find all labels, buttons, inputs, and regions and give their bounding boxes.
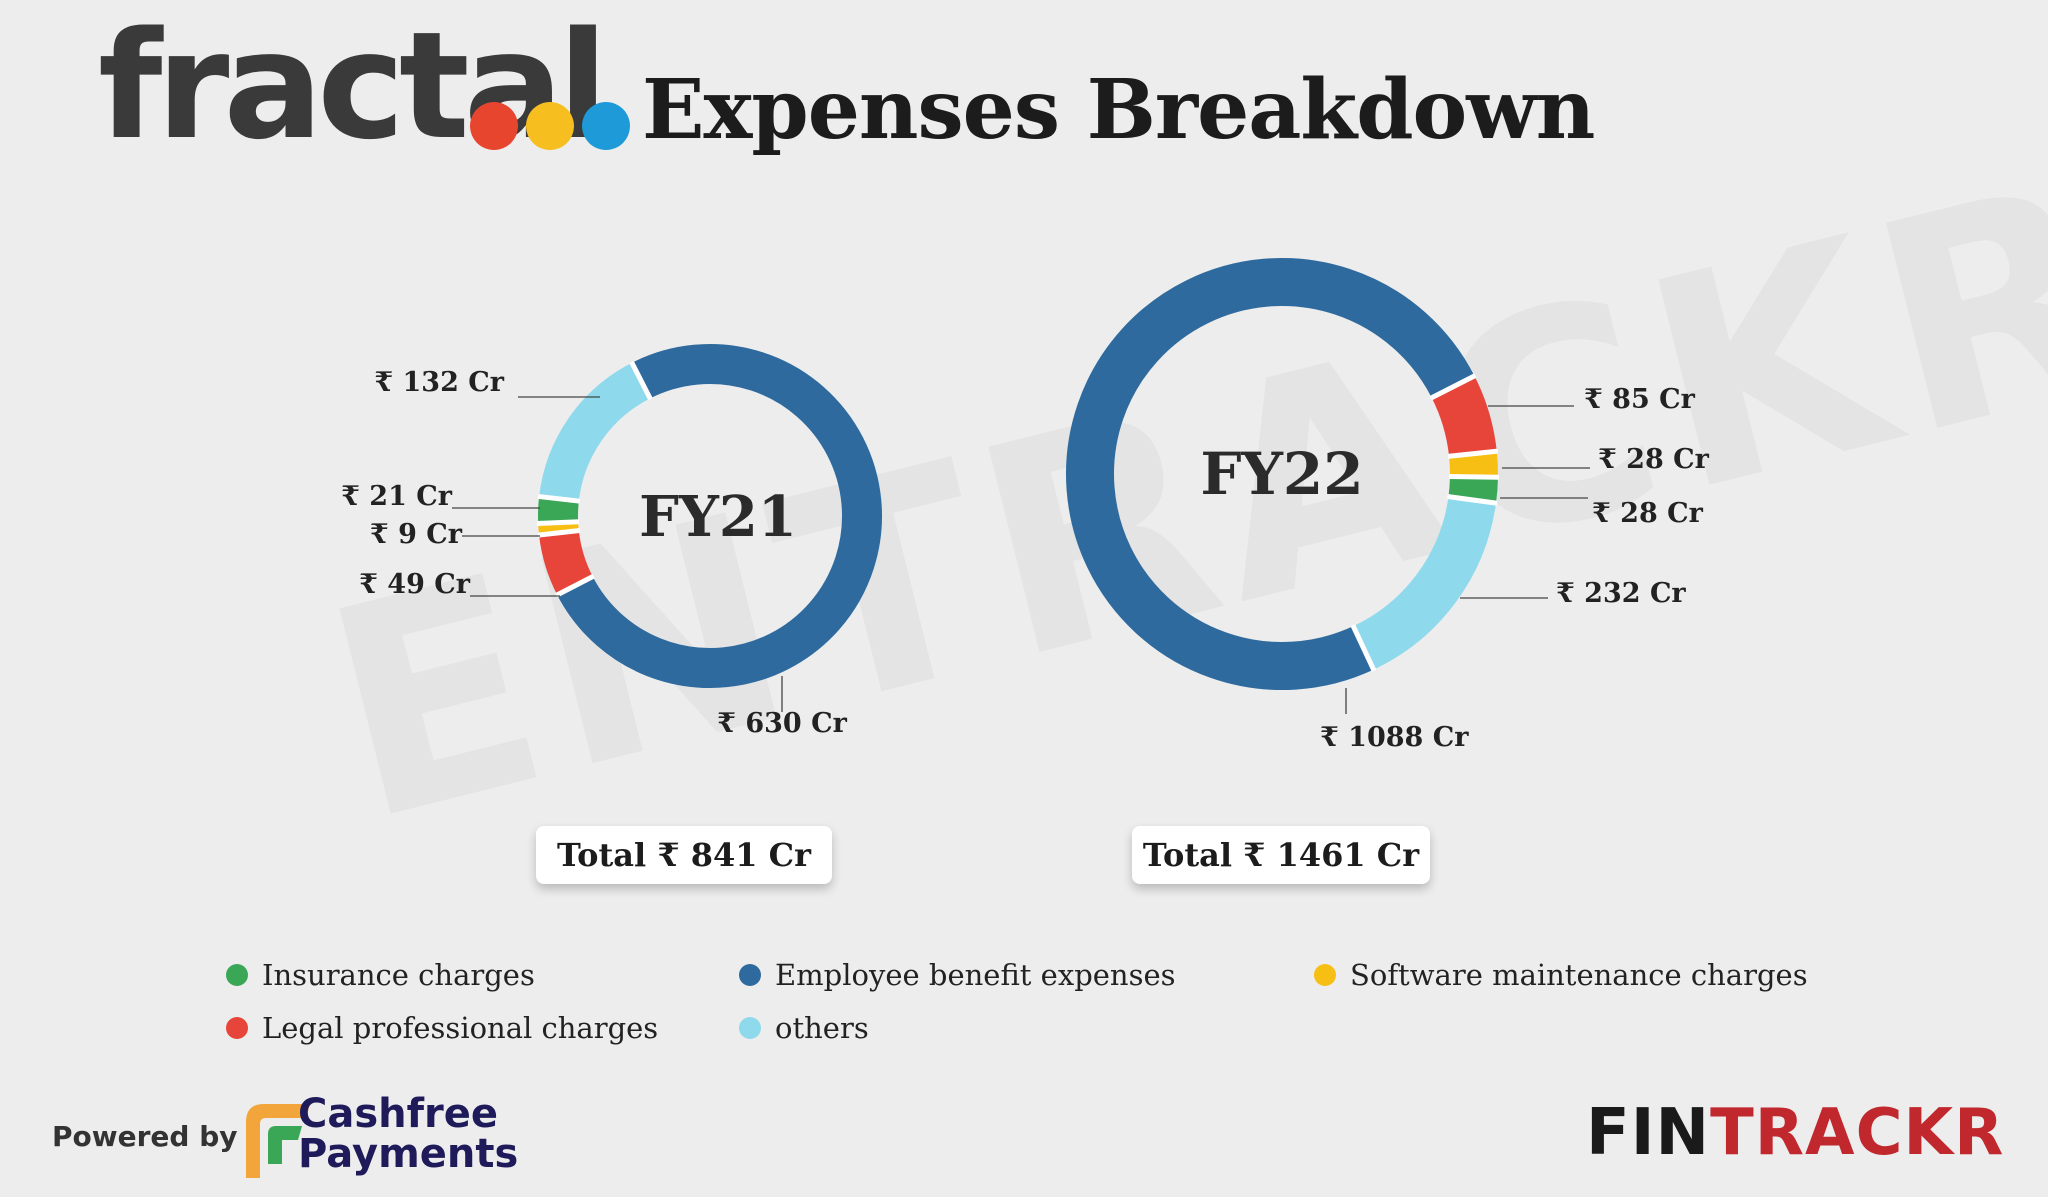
slice-separator	[1350, 624, 1377, 672]
data-label: ₹ 9 Cr	[370, 519, 463, 550]
center-label: FY22	[1200, 440, 1363, 508]
data-label: ₹ 21 Cr	[341, 481, 453, 512]
donut-slice	[539, 530, 593, 595]
cashfree-line1: Cashfree	[298, 1091, 499, 1137]
center-label: FY21	[639, 484, 797, 550]
total-fy21: Total ₹ 841 Cr	[536, 826, 832, 884]
slice-separator	[537, 493, 581, 504]
donut-slice	[538, 496, 579, 524]
legend-dot	[739, 1017, 761, 1039]
donut-slice	[1449, 451, 1498, 478]
slice-separator	[537, 519, 580, 527]
data-label: ₹ 1088 Cr	[1320, 722, 1469, 753]
data-label: ₹ 132 Cr	[374, 367, 504, 398]
data-label: ₹ 85 Cr	[1584, 384, 1696, 415]
legend-insurance: Insurance charges	[226, 958, 535, 992]
legend-dot	[226, 964, 248, 986]
fintrackr-trackr: TRACKR	[1710, 1096, 2005, 1170]
legend-software: Software maintenance charges	[1314, 958, 1808, 992]
donut-slice	[1431, 375, 1497, 457]
donut-slice	[1448, 476, 1498, 504]
donut-slice	[539, 362, 651, 502]
fractal-logo: fractal	[98, 0, 608, 172]
fintrackr-fin: FIN	[1586, 1096, 1711, 1170]
legend-label: Software maintenance charges	[1350, 958, 1808, 992]
total-fy22: Total ₹ 1461 Cr	[1132, 826, 1430, 884]
slice-separator	[1448, 473, 1500, 480]
legend-others: others	[739, 1011, 869, 1045]
legend-dot	[739, 964, 761, 986]
slice-separator	[1447, 494, 1498, 506]
page-title: Expenses Breakdown	[642, 62, 1595, 158]
legend-dot	[1314, 964, 1336, 986]
slice-separator	[629, 360, 653, 401]
donut-slice	[557, 344, 882, 688]
cashfree-line2: Payments	[298, 1131, 519, 1177]
slice-separator	[1429, 373, 1477, 401]
donut-slice	[1066, 258, 1475, 690]
logo-dot-red	[470, 102, 518, 150]
legend-legal: Legal professional charges	[226, 1011, 658, 1045]
legend-dot	[226, 1017, 248, 1039]
cashfree-logo: Cashfree Payments	[298, 1094, 518, 1174]
legend-label: Legal professional charges	[262, 1011, 659, 1045]
data-label: ₹ 28 Cr	[1592, 498, 1704, 529]
slice-separator	[555, 573, 595, 598]
data-label: ₹ 49 Cr	[359, 569, 471, 600]
donut-slice	[1352, 496, 1497, 670]
legend-label: Employee benefit expenses	[775, 958, 1176, 992]
logo-dot-blue	[582, 102, 630, 150]
legend-label: others	[775, 1011, 869, 1045]
legend-employee: Employee benefit expenses	[739, 958, 1176, 992]
legend-label: Insurance charges	[262, 958, 535, 992]
fintrackr-logo: FINTRACKR	[1586, 1098, 2004, 1168]
powered-by-label: Powered by	[52, 1120, 238, 1153]
data-label: ₹ 630 Cr	[717, 708, 847, 739]
slice-separator	[537, 527, 581, 538]
cashfree-icon	[246, 1104, 310, 1178]
data-label: ₹ 232 Cr	[1556, 578, 1686, 609]
slice-separator	[1447, 448, 1499, 459]
data-label: ₹ 28 Cr	[1598, 444, 1710, 475]
logo-dot-yellow	[526, 102, 574, 150]
